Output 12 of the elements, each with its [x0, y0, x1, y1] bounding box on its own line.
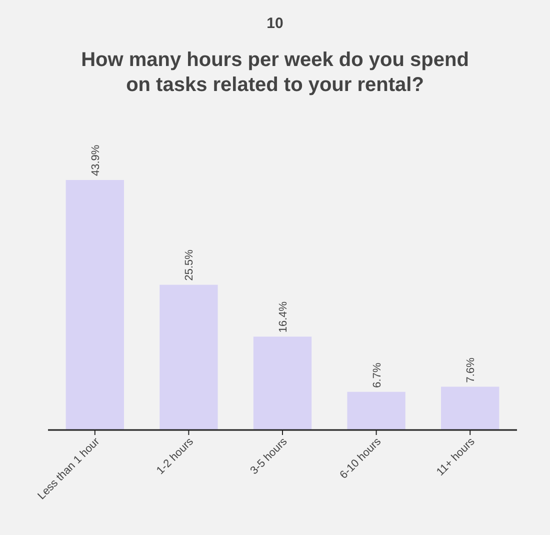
bar	[347, 392, 406, 430]
data-label: 43.9%	[90, 144, 102, 176]
bar	[253, 336, 312, 430]
bar	[160, 284, 218, 430]
bar	[441, 386, 500, 430]
text: 10	[266, 15, 284, 32]
data-label: 6.7%	[371, 362, 384, 388]
data-label: 25.5%	[184, 249, 196, 281]
bar	[66, 180, 124, 430]
data-label: 16.4%	[278, 301, 290, 333]
chart-title: How many hours per week do you spend on tasks related to your rental?	[81, 49, 469, 96]
data-label: 7.6%	[465, 357, 478, 383]
